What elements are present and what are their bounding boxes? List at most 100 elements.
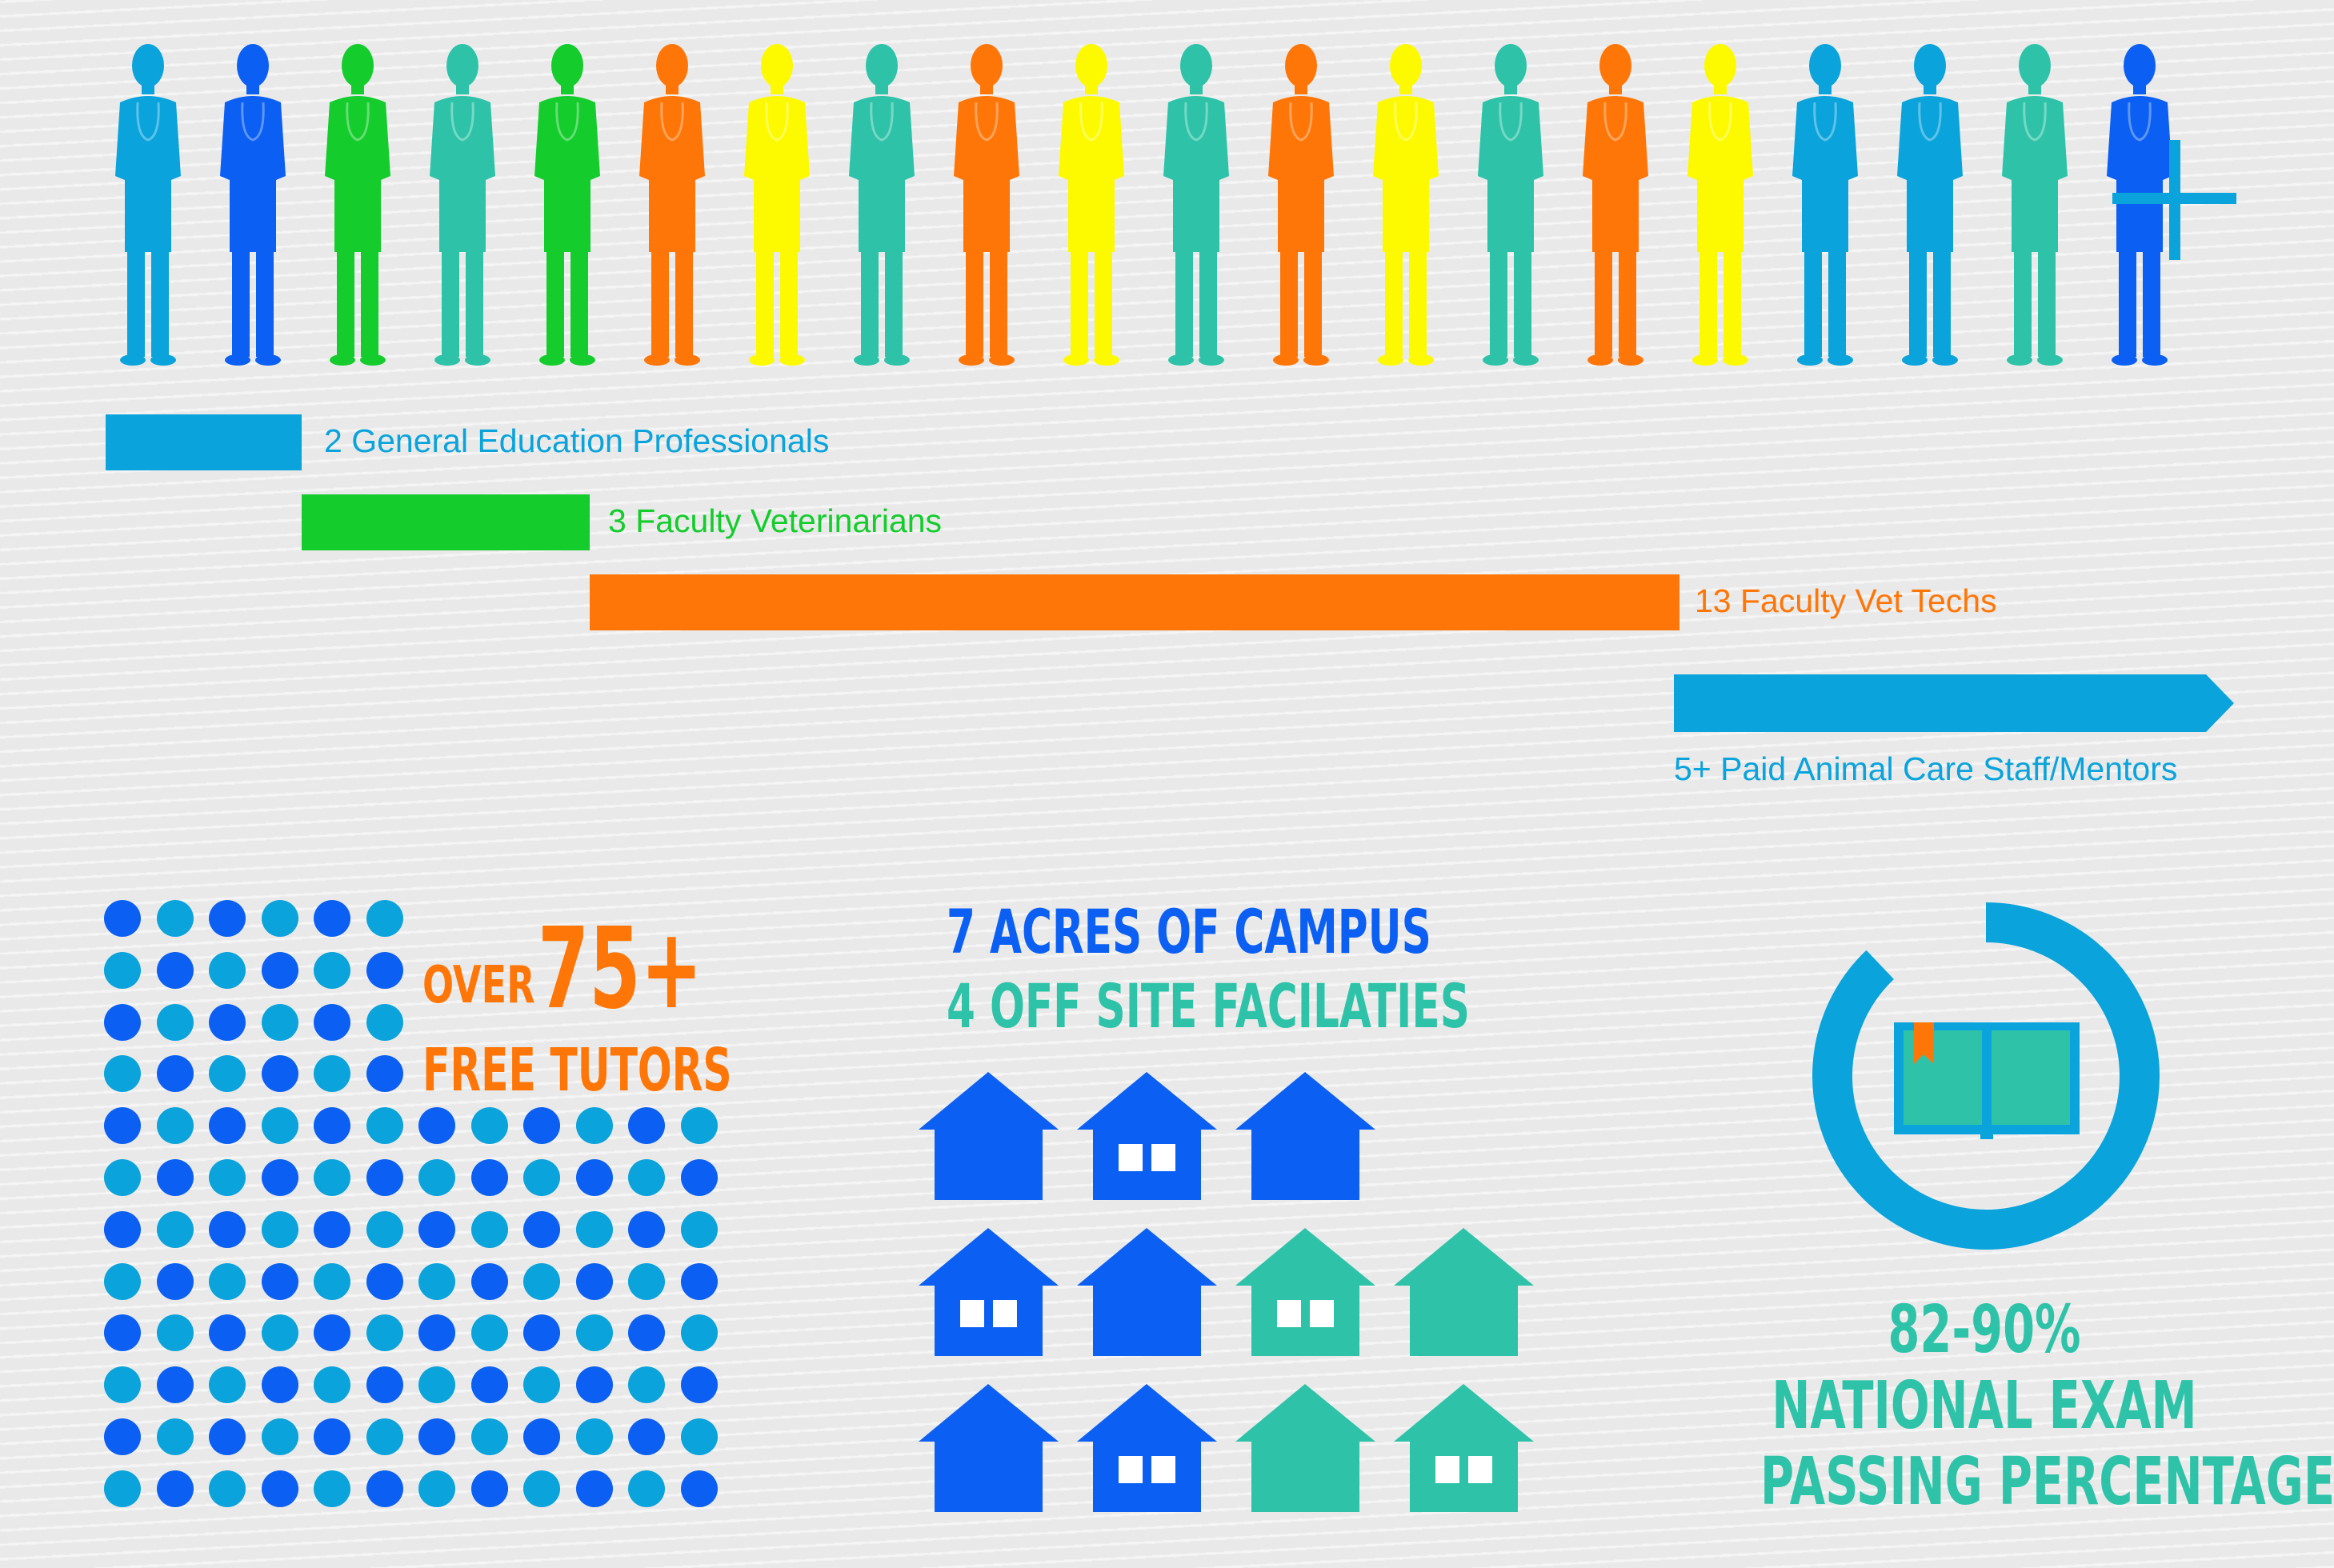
house-icon — [1394, 1228, 1534, 1356]
house-icon — [1394, 1384, 1534, 1512]
tutor-dot — [104, 1470, 141, 1507]
tutor-dot — [418, 1262, 455, 1300]
tutor-dot — [261, 1210, 298, 1248]
tutor-dot — [575, 1314, 613, 1352]
campus-offsite-label: 4 OFF SITE FACILATIES — [947, 970, 1470, 1042]
label-animal-care-staff: 5+ Paid Animal Care Staff/Mentors — [1674, 750, 2178, 787]
tutor-dot — [209, 1159, 246, 1196]
tutor-dot — [366, 951, 403, 989]
tutor-dot — [209, 951, 246, 989]
tutor-dot — [314, 951, 350, 989]
exam-percentage: 82-90% — [1888, 1292, 2081, 1368]
tutor-dot — [261, 1262, 298, 1300]
tutor-dot — [156, 1003, 194, 1041]
tutor-dot — [366, 1418, 403, 1455]
house-icon — [919, 1384, 1059, 1512]
tutor-dot — [470, 1159, 508, 1196]
tutor-dot — [156, 1314, 194, 1352]
tutor-dot — [523, 1366, 560, 1404]
tutor-dot — [680, 1159, 718, 1196]
house-icon — [919, 1072, 1059, 1200]
tutor-dot — [209, 1003, 246, 1041]
bar-faculty-vet-techs — [590, 574, 1679, 630]
tutor-dot — [418, 1107, 455, 1145]
tutor-dot — [156, 1107, 194, 1145]
tutor-dot — [366, 1003, 403, 1041]
tutor-dot — [470, 1107, 508, 1145]
tutor-dot — [418, 1159, 455, 1196]
tutor-dot — [104, 1418, 141, 1455]
tutor-dot — [628, 1262, 665, 1300]
doctor-silhouette-icon — [1475, 40, 1547, 368]
tutor-dot — [314, 900, 350, 937]
tutor-dot — [261, 1366, 298, 1404]
tutor-dot — [470, 1210, 508, 1248]
tutor-dot — [314, 1366, 350, 1404]
tutor-dot — [470, 1470, 508, 1507]
tutor-dot — [680, 1418, 718, 1455]
doctor-silhouette-icon — [741, 40, 813, 368]
tutor-dot — [261, 951, 298, 989]
campus-acres-label: 7 ACRES OF CAMPUS — [947, 896, 1431, 967]
tutor-dot — [366, 1107, 403, 1145]
tutor-dot — [628, 1159, 665, 1196]
tutor-dot — [366, 1470, 403, 1507]
tutor-dot — [261, 1003, 298, 1041]
tutor-dot-grid — [104, 900, 728, 1524]
tutor-dot — [209, 1055, 246, 1093]
tutor-dot — [314, 1262, 350, 1300]
doctor-silhouette-icon — [1999, 40, 2071, 368]
tutor-dot — [680, 1470, 718, 1507]
tutor-dot — [575, 1262, 613, 1300]
tutor-dot — [628, 1210, 665, 1248]
tutor-dot — [366, 1159, 403, 1196]
exam-progress-ring — [1812, 902, 2160, 1250]
label-faculty-vet-techs: 13 Faculty Vet Techs — [1695, 582, 1997, 619]
tutor-dot — [156, 1418, 194, 1455]
tutor-dot — [575, 1159, 613, 1196]
tutor-dot — [366, 1366, 403, 1404]
doctor-silhouette-icon — [1579, 40, 1651, 368]
tutor-dot — [575, 1470, 613, 1507]
tutor-dot — [104, 951, 141, 989]
tutor-dot — [680, 1262, 718, 1300]
doctor-silhouette-icon — [217, 40, 289, 368]
tutor-dot — [523, 1314, 560, 1352]
label-faculty-veterinarians: 3 Faculty Veterinarians — [608, 502, 943, 539]
open-book-icon — [1894, 1022, 2080, 1139]
tutor-dot — [314, 1210, 350, 1248]
tutor-dot — [209, 1314, 246, 1352]
tutor-dot — [366, 1055, 403, 1093]
tutor-dot — [523, 1262, 560, 1300]
tutor-dot — [156, 900, 194, 937]
tutor-dot — [470, 1366, 508, 1404]
doctor-silhouette-icon — [322, 40, 394, 368]
house-icon — [1235, 1228, 1375, 1356]
exam-line-2: PASSING PERCENTAGE — [1760, 1444, 2334, 1520]
doctor-silhouette-icon — [1894, 40, 1966, 368]
tutor-dot — [680, 1210, 718, 1248]
tutor-dot — [575, 1210, 613, 1248]
tutor-dot — [209, 1107, 246, 1145]
tutor-dot — [523, 1159, 560, 1196]
tutor-dot — [104, 1159, 141, 1196]
tutor-dot — [575, 1418, 613, 1455]
tutor-dot — [156, 1262, 194, 1300]
tutor-dot — [156, 1159, 194, 1196]
tutor-dot — [418, 1366, 455, 1404]
tutor-dot — [209, 900, 246, 937]
exam-line-1: NATIONAL EXAM — [1772, 1368, 2197, 1444]
staff-silhouette-row — [112, 40, 2304, 372]
house-icon — [1235, 1384, 1375, 1512]
tutor-dot — [418, 1470, 455, 1507]
tutor-dot — [523, 1418, 560, 1455]
tutor-dot — [104, 1003, 141, 1041]
tutor-dot — [418, 1210, 455, 1248]
tutor-dot — [523, 1210, 560, 1248]
tutor-dot — [104, 1366, 141, 1404]
tutor-dot — [314, 1055, 350, 1093]
tutor-dot — [209, 1470, 246, 1507]
tutor-dot — [104, 1107, 141, 1145]
tutor-dot — [628, 1470, 665, 1507]
tutor-dot — [575, 1107, 613, 1145]
